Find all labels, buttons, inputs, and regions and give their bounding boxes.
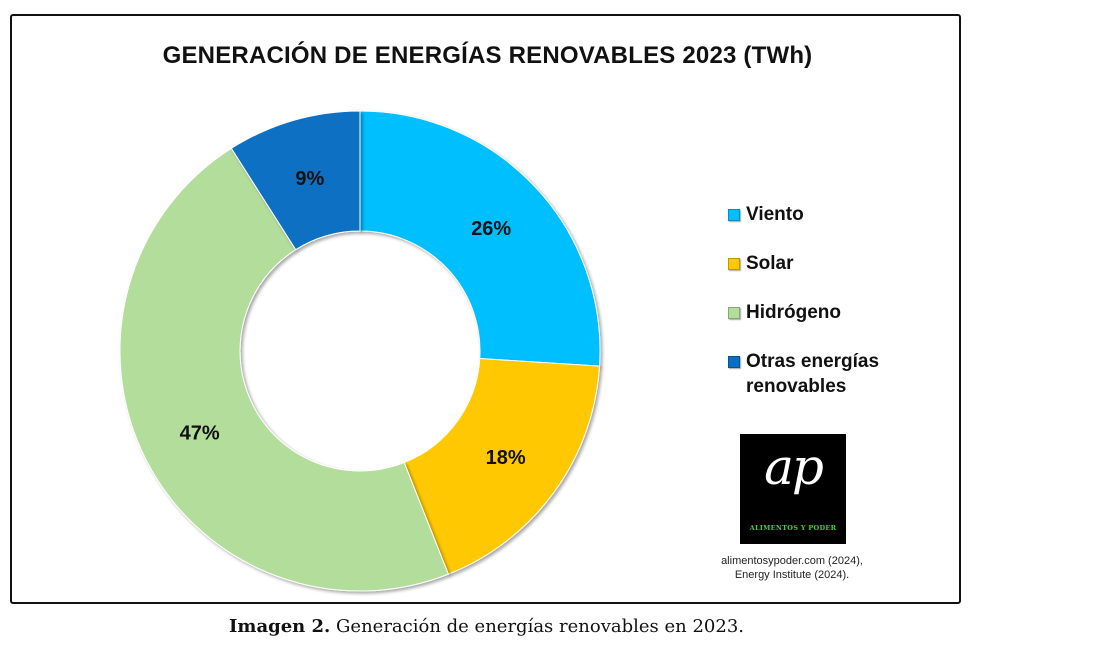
caption-text: Generación de energías renovables en 202…	[336, 616, 744, 637]
donut-slice-viento	[359, 110, 601, 367]
donut-slice-solar	[403, 358, 601, 575]
data-label-viento: 26%	[471, 218, 511, 240]
data-label-otras: 9%	[295, 168, 324, 190]
chart-frame: GENERACIÓN DE ENERGÍAS RENOVABLES 2023 (…	[10, 14, 961, 604]
caption-prefix: Imagen 2.	[229, 616, 331, 637]
chart-title: GENERACIÓN DE ENERGÍAS RENOVABLES 2023 (…	[162, 42, 813, 69]
data-label-hidrogeno: 47%	[180, 423, 220, 445]
donut-slice-hidrogeno	[119, 147, 449, 592]
legend-label-hidrogeno: Hidrógeno	[746, 302, 841, 323]
legend-label-otras: Otras energías renovables	[746, 351, 880, 397]
legend-label-viento: Viento	[746, 204, 804, 225]
source-note: alimentosypoder.com (2024), Energy Insti…	[692, 554, 892, 582]
legend-item-viento: Viento	[728, 202, 906, 227]
donut-slices	[119, 110, 601, 592]
legend-item-solar: Solar	[728, 251, 906, 276]
donut-data-labels: 26% 18% 47% 9%	[180, 168, 526, 469]
source-line-2: Energy Institute (2024).	[734, 569, 850, 581]
legend-swatch-viento	[728, 209, 740, 221]
legend-item-otras: Otras energías renovables	[728, 349, 906, 399]
source-line-1: alimentosypoder.com (2024),	[721, 555, 863, 567]
donut-slice-otras	[230, 110, 361, 251]
legend-swatch-solar	[728, 258, 740, 270]
data-label-solar: 18%	[486, 447, 526, 469]
alimentos-y-poder-logo: ap ALIMENTOS Y PODER	[740, 434, 846, 544]
legend: Viento Solar Hidrógeno Otras energías re…	[728, 202, 906, 423]
legend-swatch-otras	[728, 356, 740, 368]
legend-item-hidrogeno: Hidrógeno	[728, 300, 906, 325]
logo-subtitle: ALIMENTOS Y PODER	[749, 524, 837, 532]
figure-caption: Imagen 2. Generación de energías renovab…	[0, 616, 973, 637]
legend-swatch-hidrogeno	[728, 307, 740, 319]
logo-monogram: ap	[764, 438, 824, 496]
legend-label-solar: Solar	[746, 253, 794, 274]
donut-chart: 26% 18% 47% 9%	[119, 110, 601, 592]
